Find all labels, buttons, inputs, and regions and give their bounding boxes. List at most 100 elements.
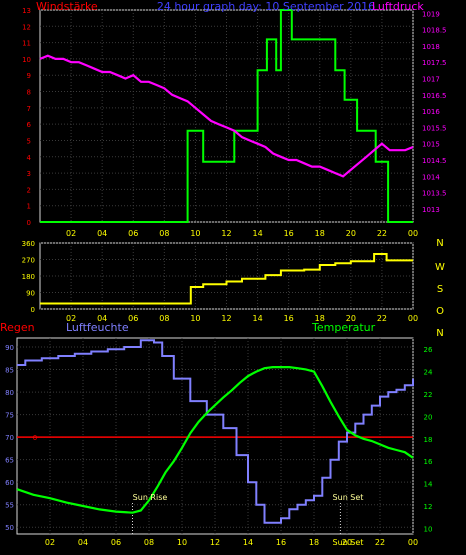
panel-humidity-temperature: 02 04 06 08 10 12 14 16 18 20 22 00 50 55 60 65 70 75 80 8… (0, 321, 433, 547)
temperature-series-line (16, 366, 414, 514)
humidity-tick-label: 75 (5, 412, 14, 420)
wind-direction-tick-label: 180 (22, 273, 35, 281)
humidity-tick-label: 70 (5, 434, 14, 442)
compass-letter: O (436, 306, 444, 317)
temperature-axis-ticks: 10 12 14 16 18 20 22 24 26 (424, 346, 433, 533)
x-tick-label: 00 (408, 229, 418, 238)
wind-speed-tick-label: 1 (27, 203, 31, 211)
humidity-tick-label: 85 (5, 367, 14, 375)
pressure-series-line (39, 54, 414, 178)
x-tick-label: 04 (97, 229, 107, 238)
humidity-tick-label: 50 (5, 524, 14, 532)
x-tick-label: 22 (377, 229, 387, 238)
pressure-tick-label: 1018 (422, 43, 440, 51)
pressure-tick-label: 1016 (422, 108, 440, 116)
pressure-tick-label: 1015 (422, 141, 440, 149)
pressure-tick-label: 1019 (422, 10, 440, 18)
wind-speed-tick-label: 6 (27, 121, 32, 129)
temperature-tick-label: 16 (424, 458, 433, 466)
x-tick-label: 02 (45, 538, 55, 547)
compass-letter: S (437, 284, 443, 295)
x-tick-label: 18 (309, 538, 319, 547)
temperature-tick-label: 14 (424, 481, 433, 489)
pressure-tick-label: 1013 (422, 206, 440, 214)
humidity-tick-label: 80 (5, 389, 14, 397)
x-tick-label: 18 (315, 314, 325, 323)
x-tick-label: 10 (190, 314, 200, 323)
wind-direction-tick-label: 360 (22, 240, 35, 248)
temperature-tick-label: 10 (424, 525, 433, 533)
x-tick-label: 22 (375, 538, 385, 547)
pressure-tick-label: 1015.5 (422, 124, 447, 132)
compass-letter: N (436, 328, 443, 339)
panel-wind-pressure-x-ticks: 02 04 06 08 10 12 14 16 18 20 22 00 (66, 229, 418, 238)
wind-direction-tick-label: 270 (22, 257, 35, 265)
temperature-tick-label: 18 (424, 436, 433, 444)
panel-wind-direction: 02 04 06 08 10 12 14 16 18 20 22 00 0 90 180 270 360 N W… (22, 238, 445, 339)
humidity-axis-ticks: 50 55 60 65 70 75 80 85 90 (5, 344, 14, 532)
rain-axis-tick: 0 (33, 434, 37, 442)
pressure-tick-label: 1014 (422, 173, 440, 181)
x-tick-label: 16 (284, 314, 294, 323)
wind-direction-series-line (40, 253, 413, 305)
x-tick-label: 10 (190, 229, 200, 238)
wind-direction-tick-label: 90 (26, 290, 35, 298)
compass-letter: W (435, 262, 445, 273)
x-tick-label: 22 (377, 314, 387, 323)
x-tick-label: 10 (177, 538, 187, 547)
wind-speed-tick-label: 2 (27, 186, 31, 194)
temperature-tick-label: 26 (424, 346, 433, 354)
x-tick-label: 18 (315, 229, 325, 238)
wind-speed-tick-label: 10 (22, 56, 31, 64)
x-tick-label: 08 (144, 538, 154, 547)
wind-speed-tick-label: 7 (27, 105, 31, 113)
panel-wind-pressure: 02 04 06 08 10 12 14 16 18 20 22 00 012345678910111… (22, 0, 446, 238)
humidity-tick-label: 60 (5, 479, 14, 487)
x-tick-label: 06 (128, 229, 138, 238)
pressure-tick-label: 1017.5 (422, 59, 447, 67)
x-tick-label: 04 (97, 314, 107, 323)
wind-speed-tick-label: 4 (27, 154, 32, 162)
wind-speed-tick-label: 5 (27, 137, 31, 145)
x-tick-label: 08 (159, 314, 169, 323)
sunset-annotation: Sun Set (333, 493, 364, 502)
temperature-tick-label: 22 (424, 391, 433, 399)
x-tick-label: 20 (346, 229, 356, 238)
x-tick-label: 06 (128, 314, 138, 323)
wind-speed-axis-label: Windstärke (36, 0, 98, 13)
x-tick-label: 00 (408, 314, 418, 323)
panel-wind-pressure-grid (40, 9, 414, 223)
x-tick-label: 16 (284, 229, 294, 238)
humidity-axis-label: Luftfeuchte (66, 321, 129, 334)
panel-humidity-temperature-x-ticks: 02 04 06 08 10 12 14 16 18 20 22 00 (45, 538, 418, 547)
humidity-series-line (17, 339, 414, 524)
wind-speed-series-line (40, 9, 413, 223)
wind-speed-tick-label: 12 (22, 23, 31, 31)
x-tick-label: 08 (159, 229, 169, 238)
temperature-axis-label: Temperatur (311, 321, 376, 334)
pressure-tick-label: 1017 (422, 75, 440, 83)
pressure-tick-label: 1016.5 (422, 92, 447, 100)
x-tick-label: 06 (111, 538, 121, 547)
compass-letter: N (436, 238, 443, 249)
humidity-tick-label: 65 (5, 457, 14, 465)
x-tick-label: 12 (221, 229, 231, 238)
sunset-tick-annotation: Sun Set (333, 538, 364, 547)
x-tick-label: 12 (221, 314, 231, 323)
temperature-tick-label: 20 (424, 413, 433, 421)
x-tick-label: 16 (276, 538, 286, 547)
wind-speed-tick-label: 3 (27, 170, 31, 178)
humidity-tick-label: 90 (5, 344, 14, 352)
x-tick-label: 02 (66, 314, 76, 323)
pressure-axis-label: Luftdruck (372, 0, 424, 13)
humidity-tick-label: 55 (5, 502, 14, 510)
x-tick-label: 02 (66, 229, 76, 238)
x-tick-label: 20 (346, 314, 356, 323)
pressure-tick-label: 1018.5 (422, 27, 447, 35)
panel-wind-direction-grid (40, 242, 414, 310)
chart-title: 24 hour graph day: 10 September 2016 (157, 0, 375, 13)
x-tick-label: 14 (252, 229, 262, 238)
